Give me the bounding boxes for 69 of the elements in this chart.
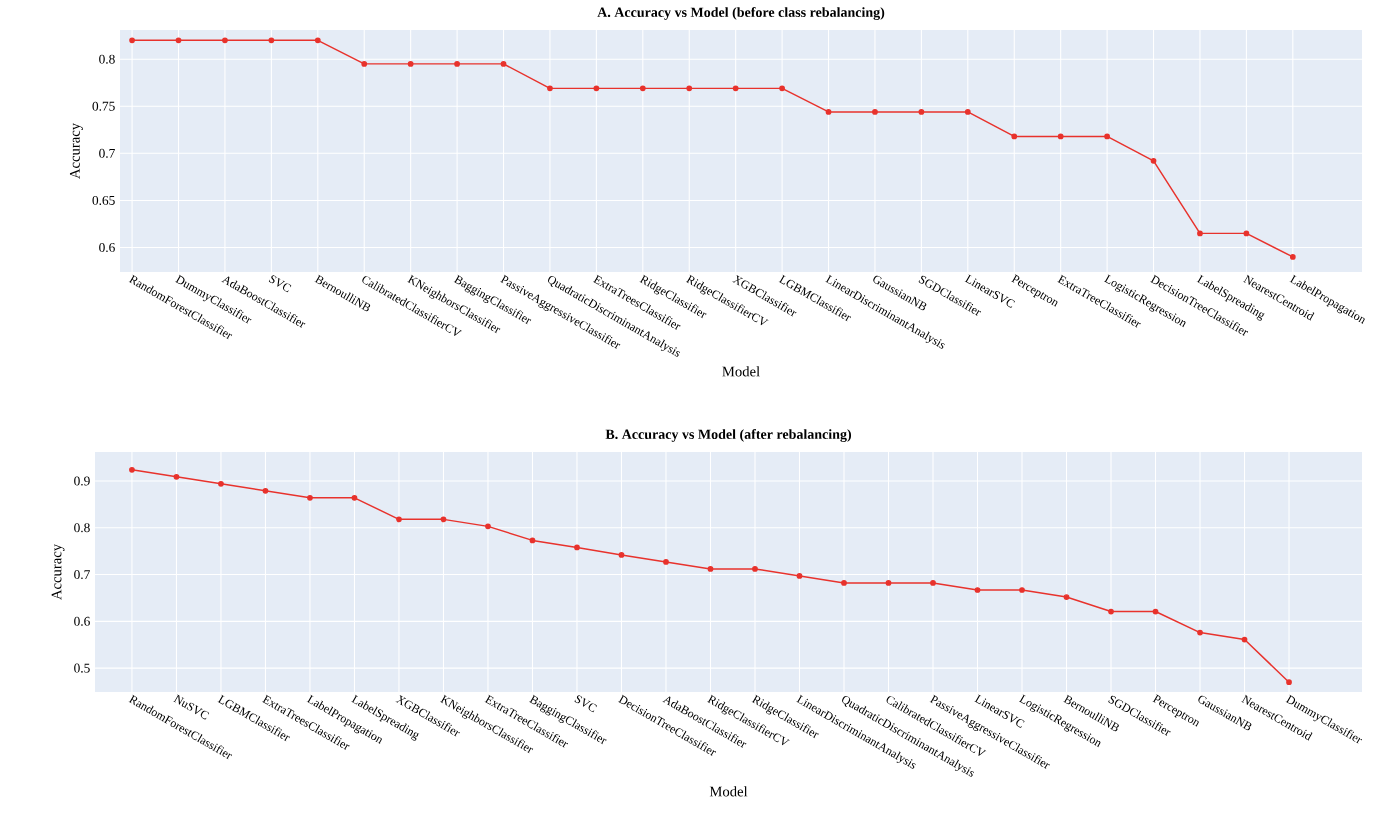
y-tick-label: 0.6 xyxy=(74,616,90,626)
point xyxy=(1241,636,1248,643)
y-tick-label: 0.9 xyxy=(74,476,90,486)
point xyxy=(1011,133,1018,140)
point xyxy=(825,109,832,115)
point xyxy=(974,587,981,593)
point xyxy=(1057,133,1064,140)
point xyxy=(1019,587,1025,593)
point xyxy=(574,544,580,551)
point xyxy=(1197,629,1203,636)
point xyxy=(500,61,507,67)
point xyxy=(129,37,135,44)
x-axis-title: Model xyxy=(709,786,748,797)
point xyxy=(361,61,368,67)
point xyxy=(396,516,402,523)
point xyxy=(268,37,275,44)
y-tick-label: 0.65 xyxy=(92,195,115,205)
point xyxy=(686,85,693,92)
point xyxy=(593,85,600,92)
point xyxy=(918,109,925,115)
y-tick-label: 0.7 xyxy=(99,148,115,158)
point xyxy=(618,552,625,558)
point xyxy=(351,494,358,501)
point xyxy=(440,516,447,523)
point xyxy=(173,473,180,480)
point xyxy=(218,480,224,487)
point xyxy=(1197,230,1203,237)
chart-title: B. Accuracy vs Model (after rebalancing) xyxy=(605,429,852,442)
point xyxy=(964,109,971,115)
chart-title: A. Accuracy vs Model (before class rebalancing) xyxy=(597,7,885,20)
point xyxy=(639,85,646,92)
y-axis-title: Accuracy xyxy=(69,122,83,179)
x-axis-title: Model xyxy=(722,366,760,377)
point xyxy=(1108,608,1114,615)
point xyxy=(529,537,536,544)
point xyxy=(841,580,847,586)
point xyxy=(732,85,739,92)
point xyxy=(547,85,553,92)
y-tick-label: 0.75 xyxy=(92,101,115,111)
point xyxy=(1243,230,1250,237)
point xyxy=(485,523,491,530)
point xyxy=(407,61,414,67)
point xyxy=(262,487,269,494)
point xyxy=(872,109,878,115)
point xyxy=(930,580,936,586)
point xyxy=(1063,594,1070,600)
point xyxy=(752,566,758,572)
point xyxy=(454,61,460,67)
point xyxy=(1152,608,1159,615)
point xyxy=(1289,254,1296,260)
y-axis-title: Accuracy xyxy=(51,543,65,600)
y-tick-label: 0.7 xyxy=(74,570,90,580)
y-tick-label: 0.8 xyxy=(74,523,90,533)
point xyxy=(796,573,803,579)
point xyxy=(1104,133,1110,140)
y-tick-label: 0.6 xyxy=(99,242,115,253)
point xyxy=(885,580,892,586)
point xyxy=(779,85,785,92)
y-tick-label: 0.8 xyxy=(99,54,115,64)
point xyxy=(1150,158,1157,164)
point xyxy=(663,559,669,565)
point xyxy=(1286,679,1292,686)
y-tick-label: 0.5 xyxy=(74,663,90,673)
point xyxy=(707,566,714,572)
point xyxy=(129,466,135,473)
point xyxy=(175,37,182,44)
point xyxy=(222,37,228,44)
point xyxy=(314,37,321,44)
point xyxy=(307,494,313,501)
